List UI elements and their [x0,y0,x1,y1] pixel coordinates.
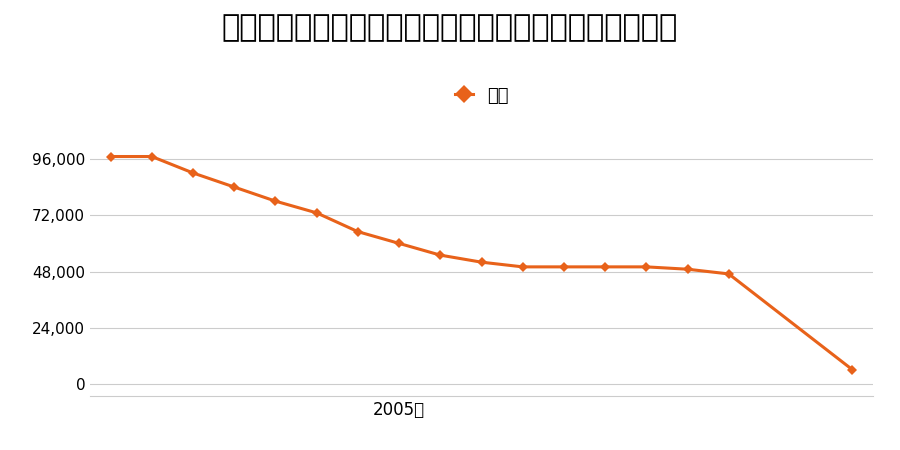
価格 [187,170,198,176]
Text: 宮城県仙台市青葉区貝ケ森１丁目２番１３０の地価推移: 宮城県仙台市青葉区貝ケ森１丁目２番１３０の地価推移 [222,14,678,42]
価格 [847,367,858,373]
Line: 価格: 価格 [107,153,856,373]
価格 [393,241,404,246]
価格 [311,210,322,216]
価格 [270,198,281,204]
価格 [599,264,610,270]
価格 [559,264,570,270]
価格 [147,154,158,159]
価格 [641,264,652,270]
価格 [518,264,528,270]
価格 [353,229,364,234]
価格 [724,271,734,277]
価格 [435,252,446,258]
価格 [229,184,239,190]
価格 [105,154,116,159]
価格 [476,260,487,265]
価格 [682,266,693,272]
Legend: 価格: 価格 [454,86,508,105]
